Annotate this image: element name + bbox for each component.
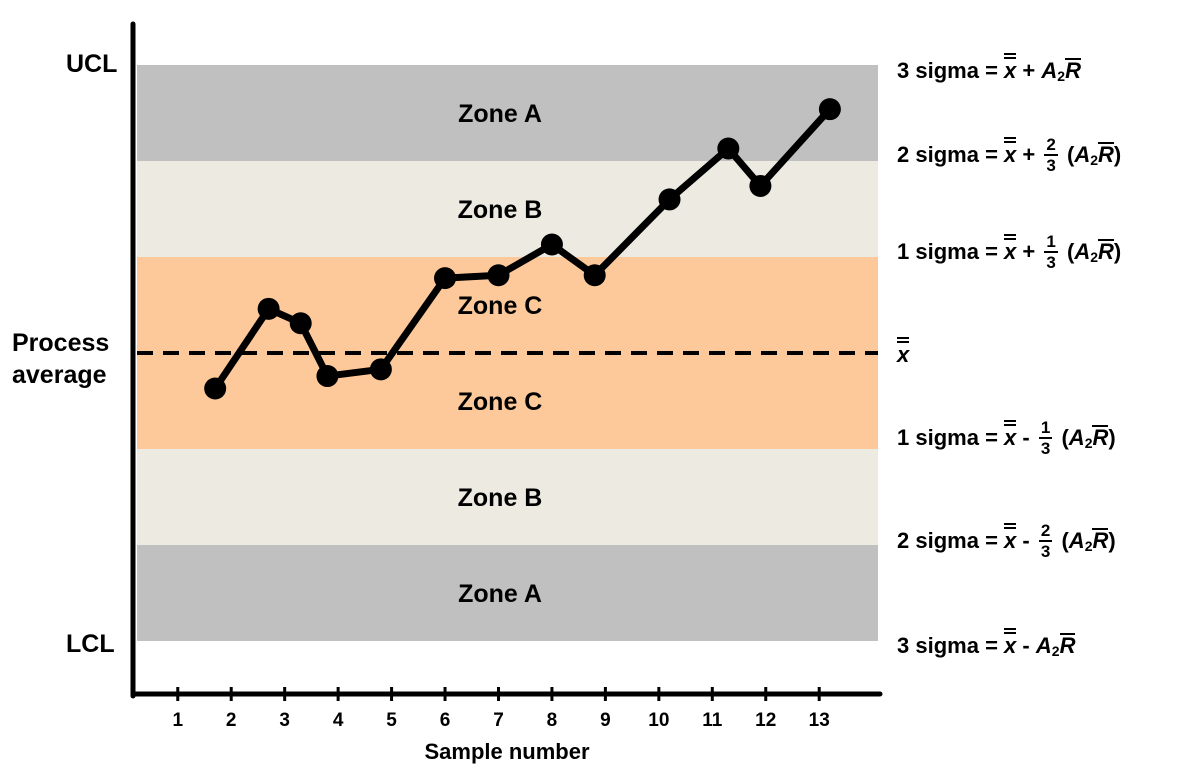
x-tick-label: 9 — [600, 710, 611, 731]
zone-label: Zone C — [458, 388, 543, 416]
x-tick-label: 5 — [386, 710, 397, 731]
data-point — [818, 98, 841, 121]
process-average-label-line1: Process — [12, 329, 110, 357]
x-tick-label: 10 — [648, 710, 669, 731]
lcl-label: LCL — [66, 630, 115, 658]
zone-labels: Zone A Zone B Zone C Zone C Zone B Zone A — [458, 100, 543, 608]
zone-band — [137, 449, 878, 545]
data-point — [204, 377, 227, 400]
data-series — [204, 98, 841, 400]
x-axis-label: Sample number — [424, 739, 589, 764]
x-tick-label: 13 — [809, 710, 830, 731]
x-tick-label: 8 — [547, 710, 558, 731]
zone-label: Zone A — [458, 580, 542, 608]
x-tick-label: 12 — [755, 710, 776, 731]
data-point — [316, 365, 339, 388]
x-tick-label: 2 — [226, 710, 237, 731]
x-tick-label: 4 — [333, 710, 344, 731]
zone-band — [137, 545, 878, 641]
x-tick-label: 7 — [493, 710, 504, 731]
formula-minus-3-sigma: 3 sigma = x - A2R — [897, 628, 1076, 659]
formula-center-xbar: x — [897, 337, 910, 367]
zone-label: Zone C — [458, 292, 543, 320]
zone-label: Zone B — [458, 484, 543, 512]
data-point — [583, 264, 606, 287]
axes — [130, 21, 883, 699]
zone-band — [137, 353, 878, 449]
data-point — [658, 188, 681, 211]
formula-plus-3-sigma: 3 sigma = x + A2R — [897, 53, 1081, 84]
x-tick-label: 11 — [702, 710, 723, 731]
x-tick-label: 1 — [172, 710, 183, 731]
process-average-label-line2: average — [12, 361, 107, 389]
zone-band — [137, 65, 878, 161]
data-point — [749, 174, 772, 197]
data-point — [717, 137, 740, 160]
data-point — [369, 358, 392, 381]
x-tick-label: 6 — [440, 710, 451, 731]
data-point — [434, 267, 457, 290]
data-point — [540, 233, 563, 256]
ucl-label: UCL — [66, 50, 118, 78]
zone-label: Zone B — [458, 196, 543, 224]
data-point — [257, 297, 280, 320]
x-tick-label: 3 — [279, 710, 290, 731]
data-point — [487, 264, 510, 287]
data-point — [289, 312, 312, 335]
zone-label: Zone A — [458, 100, 542, 128]
